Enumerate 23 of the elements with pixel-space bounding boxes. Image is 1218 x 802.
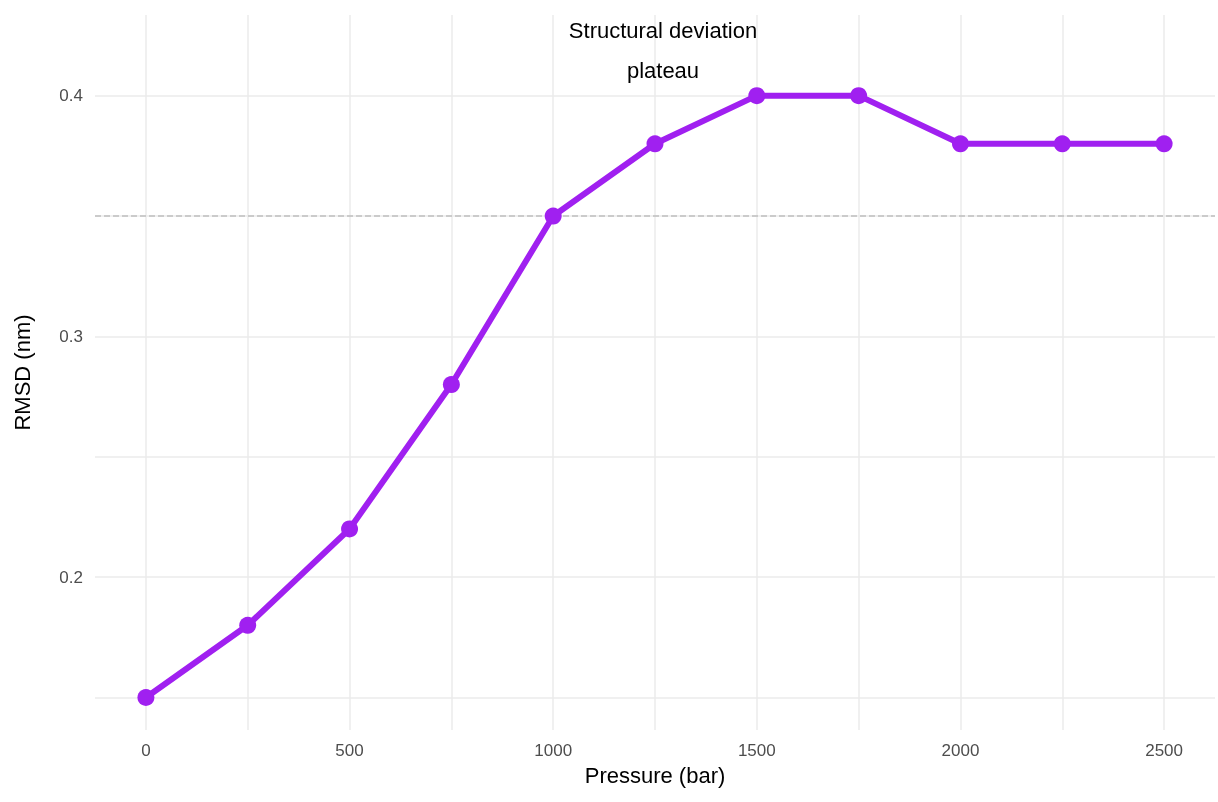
x-tick-label: 1500 (737, 741, 776, 760)
point (646, 135, 664, 153)
point (1053, 135, 1071, 153)
point (951, 135, 969, 153)
x-tick-label: 2000 (941, 741, 980, 760)
point (748, 87, 766, 105)
point (239, 616, 257, 634)
x-tick-label: 1000 (534, 741, 573, 760)
y-tick-label: 0.2 (59, 567, 83, 587)
point (341, 520, 359, 538)
point (544, 207, 562, 225)
x-tick-label: 2500 (1145, 741, 1184, 760)
x-axis-title: Pressure (bar) (584, 762, 726, 788)
x-tick-label: 500 (335, 741, 364, 760)
y-axis-title: RMSD (nm) (9, 314, 35, 431)
point (850, 87, 868, 105)
point (442, 376, 460, 394)
y-tick-label: 0.4 (59, 86, 83, 106)
annotation: Structural deviation plateau (568, 17, 758, 83)
x-tick-label: 0 (141, 741, 151, 760)
y-tick-label: 0.3 (59, 326, 83, 346)
point (137, 689, 155, 706)
point (1155, 135, 1173, 153)
